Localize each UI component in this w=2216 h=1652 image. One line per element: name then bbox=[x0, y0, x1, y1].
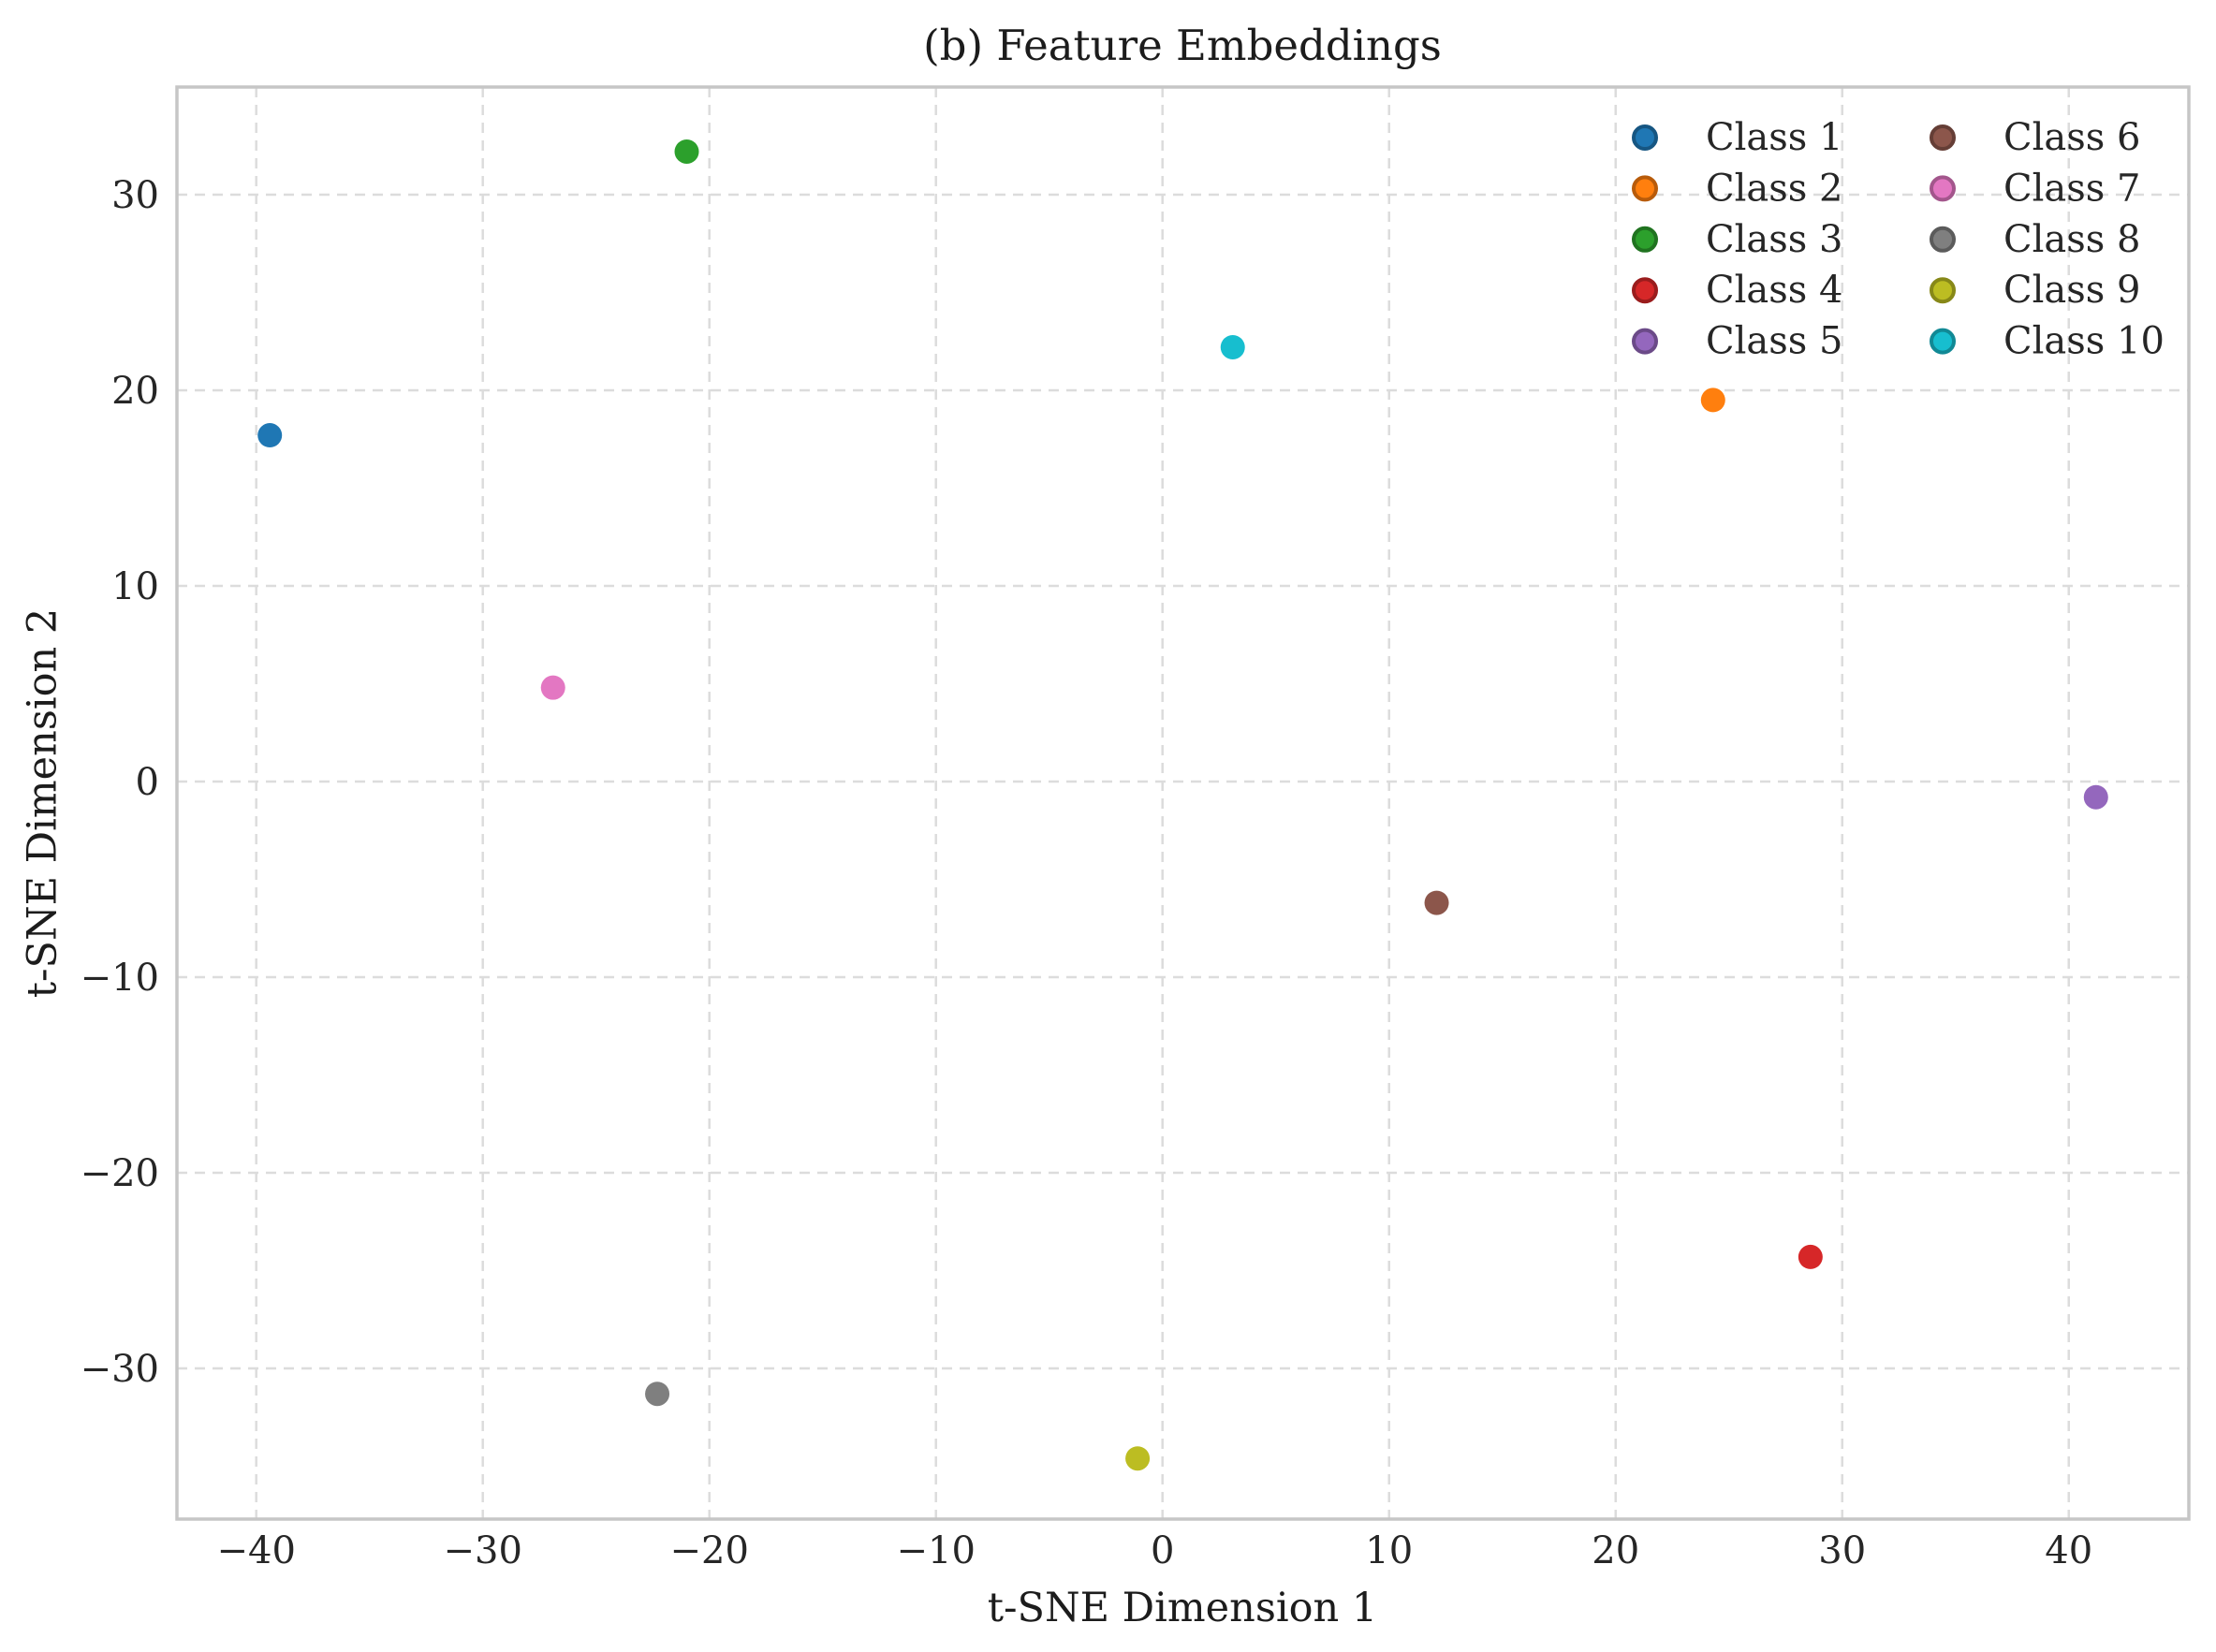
legend-label-class-5: Class 5 bbox=[1706, 320, 1842, 363]
legend-marker-class-8 bbox=[1930, 226, 1956, 253]
x-tick-label: 30 bbox=[1818, 1529, 1866, 1572]
data-point-class-3 bbox=[674, 139, 699, 164]
x-tick-label: 20 bbox=[1592, 1529, 1639, 1572]
data-point-class-1 bbox=[257, 423, 283, 448]
legend-label-class-3: Class 3 bbox=[1706, 218, 1842, 261]
y-tick-label: 0 bbox=[136, 761, 159, 804]
legend-marker-class-6 bbox=[1930, 124, 1956, 151]
legend-label-class-10: Class 10 bbox=[2003, 320, 2165, 363]
legend-marker-class-1 bbox=[1632, 124, 1658, 151]
x-tick-label: 10 bbox=[1365, 1529, 1413, 1572]
y-tick-label: −10 bbox=[81, 957, 159, 1000]
plot-border bbox=[175, 85, 2191, 1521]
data-point-class-6 bbox=[1424, 890, 1449, 915]
data-point-class-2 bbox=[1700, 387, 1725, 413]
y-tick-label: 30 bbox=[111, 174, 159, 217]
data-point-class-7 bbox=[540, 675, 565, 700]
y-tick-label: −30 bbox=[81, 1348, 159, 1391]
legend-label-class-6: Class 6 bbox=[2003, 116, 2140, 159]
y-tick-label: 10 bbox=[111, 565, 159, 608]
x-tick-label: −10 bbox=[897, 1529, 976, 1572]
legend-label-class-7: Class 7 bbox=[2003, 167, 2140, 210]
data-point-class-5 bbox=[2083, 784, 2108, 810]
data-point-class-10 bbox=[1220, 334, 1245, 359]
data-point-class-8 bbox=[645, 1382, 670, 1407]
x-tick-label: −20 bbox=[669, 1529, 748, 1572]
y-tick-label: −20 bbox=[81, 1152, 159, 1195]
legend-marker-class-4 bbox=[1632, 277, 1658, 304]
x-tick-label: −30 bbox=[443, 1529, 521, 1572]
legend-label-class-4: Class 4 bbox=[1706, 269, 1842, 312]
data-point-class-9 bbox=[1125, 1446, 1151, 1471]
legend-marker-class-3 bbox=[1632, 226, 1658, 253]
legend-marker-class-9 bbox=[1930, 277, 1956, 304]
legend-label-class-8: Class 8 bbox=[2003, 218, 2140, 261]
legend-label-class-1: Class 1 bbox=[1706, 116, 1842, 159]
x-tick-label: 40 bbox=[2045, 1529, 2092, 1572]
x-axis-label: t-SNE Dimension 1 bbox=[987, 1585, 1378, 1631]
legend-label-class-2: Class 2 bbox=[1706, 167, 1842, 210]
data-point-class-4 bbox=[1798, 1244, 1823, 1269]
x-tick-label: −40 bbox=[216, 1529, 295, 1572]
legend-label-class-9: Class 9 bbox=[2003, 269, 2140, 312]
y-tick-label: 20 bbox=[111, 370, 159, 413]
y-axis-label: t-SNE Dimension 2 bbox=[19, 607, 66, 999]
x-tick-label: 0 bbox=[1151, 1529, 1174, 1572]
legend-marker-class-2 bbox=[1632, 175, 1658, 202]
legend-marker-class-7 bbox=[1930, 175, 1956, 202]
chart-title: (b) Feature Embeddings bbox=[923, 21, 1442, 70]
legend-marker-class-10 bbox=[1930, 328, 1956, 355]
legend-marker-class-5 bbox=[1632, 328, 1658, 355]
